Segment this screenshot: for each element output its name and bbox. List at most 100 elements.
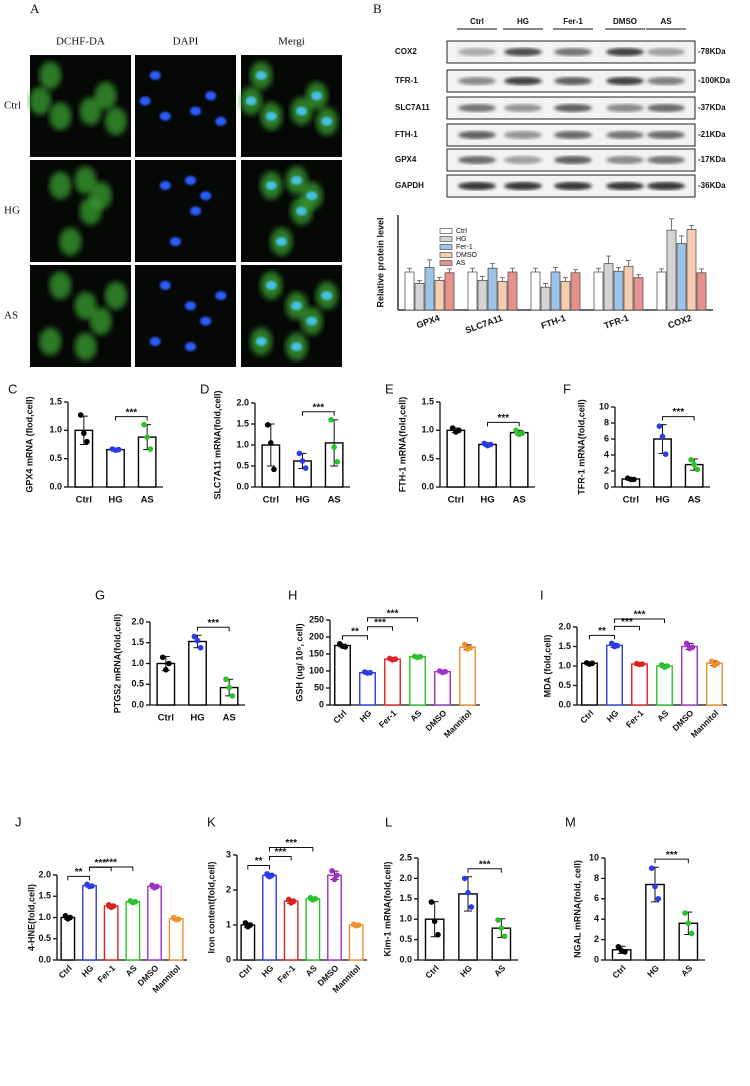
data-point — [664, 663, 671, 669]
x-tick-label: AS — [328, 495, 341, 506]
bar — [676, 243, 687, 311]
band — [606, 77, 644, 85]
data-point — [247, 922, 254, 928]
y-axis-label: TFR-1 mRNA(fold,cell) — [576, 399, 586, 495]
data-point — [271, 466, 277, 473]
data-point — [428, 899, 435, 905]
band — [554, 182, 592, 190]
data-point — [689, 644, 696, 651]
data-point — [268, 440, 274, 446]
nucleus — [200, 191, 212, 201]
y-axis-label: FTH-1 mRNA(fold,cell) — [397, 397, 407, 493]
data-point — [269, 872, 275, 879]
x-tick-label: Ctrl — [76, 495, 92, 506]
bar — [404, 271, 415, 311]
lane-label: AS — [660, 17, 672, 26]
y-tick-label: 200 — [309, 631, 324, 641]
bar — [606, 644, 623, 706]
significance-label: *** — [621, 617, 633, 628]
cell-stain — [29, 86, 52, 115]
y-tick-label: 1.5 — [399, 893, 412, 903]
row-label: AS — [4, 310, 18, 322]
nucleus — [255, 70, 267, 80]
cell-stain — [74, 291, 97, 320]
legend-swatch — [439, 228, 453, 234]
significance-bracket — [269, 847, 314, 852]
band — [504, 77, 542, 85]
band — [504, 104, 542, 112]
protein-label: TFR-1 — [395, 76, 418, 85]
band — [647, 156, 685, 164]
data-point — [467, 645, 474, 651]
legend-swatch — [439, 260, 453, 266]
y-axis-label: 4-HNE(fold,cell) — [26, 884, 36, 951]
data-point — [589, 660, 596, 667]
data-point — [431, 918, 438, 925]
x-tick-label: HG — [480, 495, 494, 506]
nucleus — [265, 181, 277, 190]
nucleus — [190, 206, 202, 216]
band — [606, 48, 644, 56]
x-tick-label: Ctrl — [263, 495, 279, 506]
x-tick-label: Ctrl — [623, 495, 639, 506]
band — [554, 104, 592, 112]
bar — [446, 429, 466, 488]
data-point — [84, 438, 90, 445]
y-tick-label: 0 — [594, 954, 599, 964]
data-point — [163, 666, 169, 673]
bar — [348, 924, 364, 961]
y-tick-label: 100 — [309, 665, 324, 675]
y-tick-label: 0.0 — [421, 481, 434, 491]
bar — [359, 672, 376, 706]
panel-letter: I — [540, 587, 544, 602]
band — [504, 156, 542, 164]
nucleus — [306, 191, 318, 201]
column-header: DAPI — [173, 36, 199, 48]
y-tick-label: 0.5 — [236, 460, 249, 470]
cell-stain — [39, 61, 62, 90]
data-point — [465, 889, 471, 896]
protein-label: COX2 — [395, 47, 417, 56]
data-point — [639, 661, 646, 667]
x-tick-label: Ctrl — [448, 495, 464, 506]
significance-bracket — [367, 617, 418, 622]
cell-stain — [104, 281, 127, 310]
legend-label: Fer-1 — [456, 244, 473, 251]
micrograph — [135, 265, 236, 367]
data-point — [501, 933, 508, 940]
data-point — [264, 422, 271, 428]
column-header: DCHF-DA — [56, 36, 105, 48]
bar — [424, 267, 435, 311]
bar — [507, 271, 518, 311]
significance-bracket — [197, 626, 230, 632]
nucleus — [291, 301, 303, 311]
y-tick-label: 1.5 — [421, 396, 434, 406]
nucleus — [215, 291, 227, 301]
legend-label: AS — [456, 260, 466, 267]
data-point — [331, 444, 337, 450]
bar — [283, 900, 299, 961]
nucleus — [265, 280, 277, 290]
data-point — [513, 427, 519, 434]
data-point — [197, 644, 204, 651]
x-tick-label: HG — [655, 495, 669, 506]
data-point — [302, 465, 309, 471]
x-tick-label: HG — [108, 495, 122, 506]
data-point — [194, 637, 201, 644]
data-point — [144, 434, 150, 440]
bar — [696, 272, 707, 311]
bar — [478, 443, 497, 488]
data-point — [77, 412, 84, 418]
panel-letter: M — [565, 814, 576, 829]
panel-letter: H — [288, 587, 297, 602]
nucleus — [190, 106, 202, 116]
protein-label: GPX4 — [395, 155, 417, 164]
data-point — [662, 451, 669, 458]
cell-stain — [39, 327, 62, 356]
data-point — [367, 669, 374, 676]
cell-stain — [49, 171, 72, 200]
y-tick-label: 6 — [604, 433, 609, 443]
bar — [613, 270, 624, 311]
legend-label: Ctrl — [456, 228, 467, 235]
